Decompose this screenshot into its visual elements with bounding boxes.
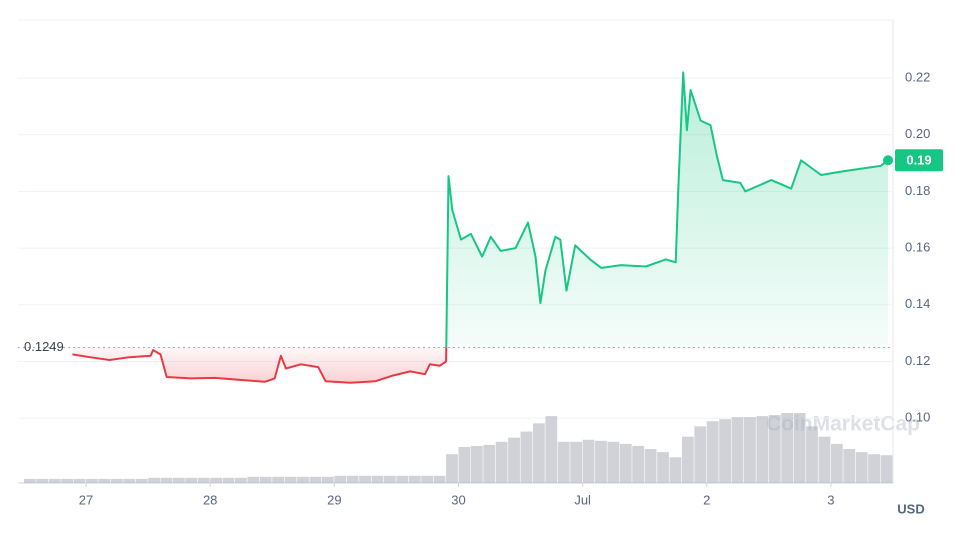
volume-bar (756, 416, 769, 483)
volume-bar (644, 449, 657, 483)
y-tick-label: 0.22 (905, 70, 930, 85)
volume-bar (98, 478, 111, 483)
volume-bar (719, 419, 732, 483)
volume-bar (607, 441, 620, 483)
x-tick-label: 30 (451, 492, 465, 507)
axis-unit: USD (897, 501, 924, 516)
volume-bar (110, 478, 123, 483)
volume-bar (383, 475, 396, 483)
volume-bar (557, 441, 570, 483)
x-tick-label: 2 (703, 492, 710, 507)
price-line (72, 71, 889, 384)
volume-bar (297, 476, 309, 483)
volume-bar (446, 454, 458, 483)
volume-bar (595, 440, 607, 483)
volume-bar (694, 426, 707, 483)
volume-bar (309, 476, 322, 483)
volume-bar (806, 426, 818, 483)
volume-bar (868, 454, 880, 483)
last-value-badge (895, 149, 943, 172)
volume-bar (657, 452, 669, 483)
volume-bar (483, 444, 496, 483)
volume-bar (135, 478, 148, 483)
volume-bar (259, 476, 272, 483)
y-tick-label: 0.16 (905, 240, 930, 255)
volume-bar (768, 415, 781, 483)
volume-bar (545, 416, 558, 483)
area-fill (72, 72, 889, 383)
volume-bar (86, 478, 98, 483)
volume-bar (880, 455, 893, 483)
volume-bar (197, 477, 210, 483)
volume-bar (793, 413, 806, 483)
x-tick-label: Jul (574, 492, 591, 507)
volume-bar (458, 446, 471, 483)
x-tick-label: 28 (203, 492, 217, 507)
volume-bar (185, 477, 198, 483)
volume-bar (359, 475, 371, 483)
volume-bar (321, 476, 334, 483)
volume-bar (48, 478, 61, 483)
volume-bar (669, 457, 682, 483)
last-value-label: 0.19 (906, 153, 931, 168)
volume-bar (470, 445, 483, 483)
x-tick-label: 3 (827, 492, 834, 507)
volume-bar (160, 477, 173, 483)
last-point (883, 155, 894, 166)
volume-bar (495, 441, 508, 483)
baseline-label: 0.1249 (24, 339, 64, 354)
volume-bar (123, 478, 136, 483)
volume-bar (744, 417, 756, 483)
volume-bar (396, 475, 409, 483)
volume-bar (284, 476, 297, 483)
volume-bar (632, 445, 645, 483)
volume-bar (855, 452, 868, 483)
volume-bar (421, 475, 434, 483)
volume-bar (222, 477, 235, 483)
volume-bar (61, 478, 74, 483)
volume-bar (681, 436, 694, 483)
volume-bar (582, 439, 595, 483)
volume-bar (36, 478, 49, 483)
y-tick-label: 0.20 (905, 126, 930, 141)
volume-bar (247, 476, 260, 483)
y-tick-label: 0.10 (905, 410, 930, 425)
volume-bar (570, 441, 583, 483)
volume-bar (830, 443, 843, 483)
y-tick-label: 0.14 (905, 296, 930, 311)
volume-bar (210, 477, 222, 483)
volume-bar (371, 475, 384, 483)
volume-bar (148, 477, 160, 483)
volume-bar (843, 449, 856, 483)
volume-bar (23, 478, 36, 483)
y-tick-label: 0.18 (905, 183, 930, 198)
y-tick-label: 0.12 (905, 353, 930, 368)
volume-bar (818, 436, 831, 483)
volume-bar (781, 413, 794, 483)
volume-bar (619, 443, 632, 483)
volume-bar (731, 417, 744, 483)
volume-bar (172, 477, 185, 483)
volume-bar (73, 478, 86, 483)
volume-bar (346, 475, 359, 483)
volume-bar (532, 423, 545, 483)
volume-bar (433, 475, 446, 483)
volume-bar (272, 476, 285, 483)
x-tick-label: 27 (79, 492, 93, 507)
volume-bar (408, 475, 421, 483)
volume-bar (520, 431, 533, 483)
x-tick-label: 29 (327, 492, 341, 507)
volume-bar (235, 477, 247, 483)
volume-bar (706, 421, 719, 483)
volume-bar (508, 437, 520, 483)
volume-bar (334, 475, 347, 483)
